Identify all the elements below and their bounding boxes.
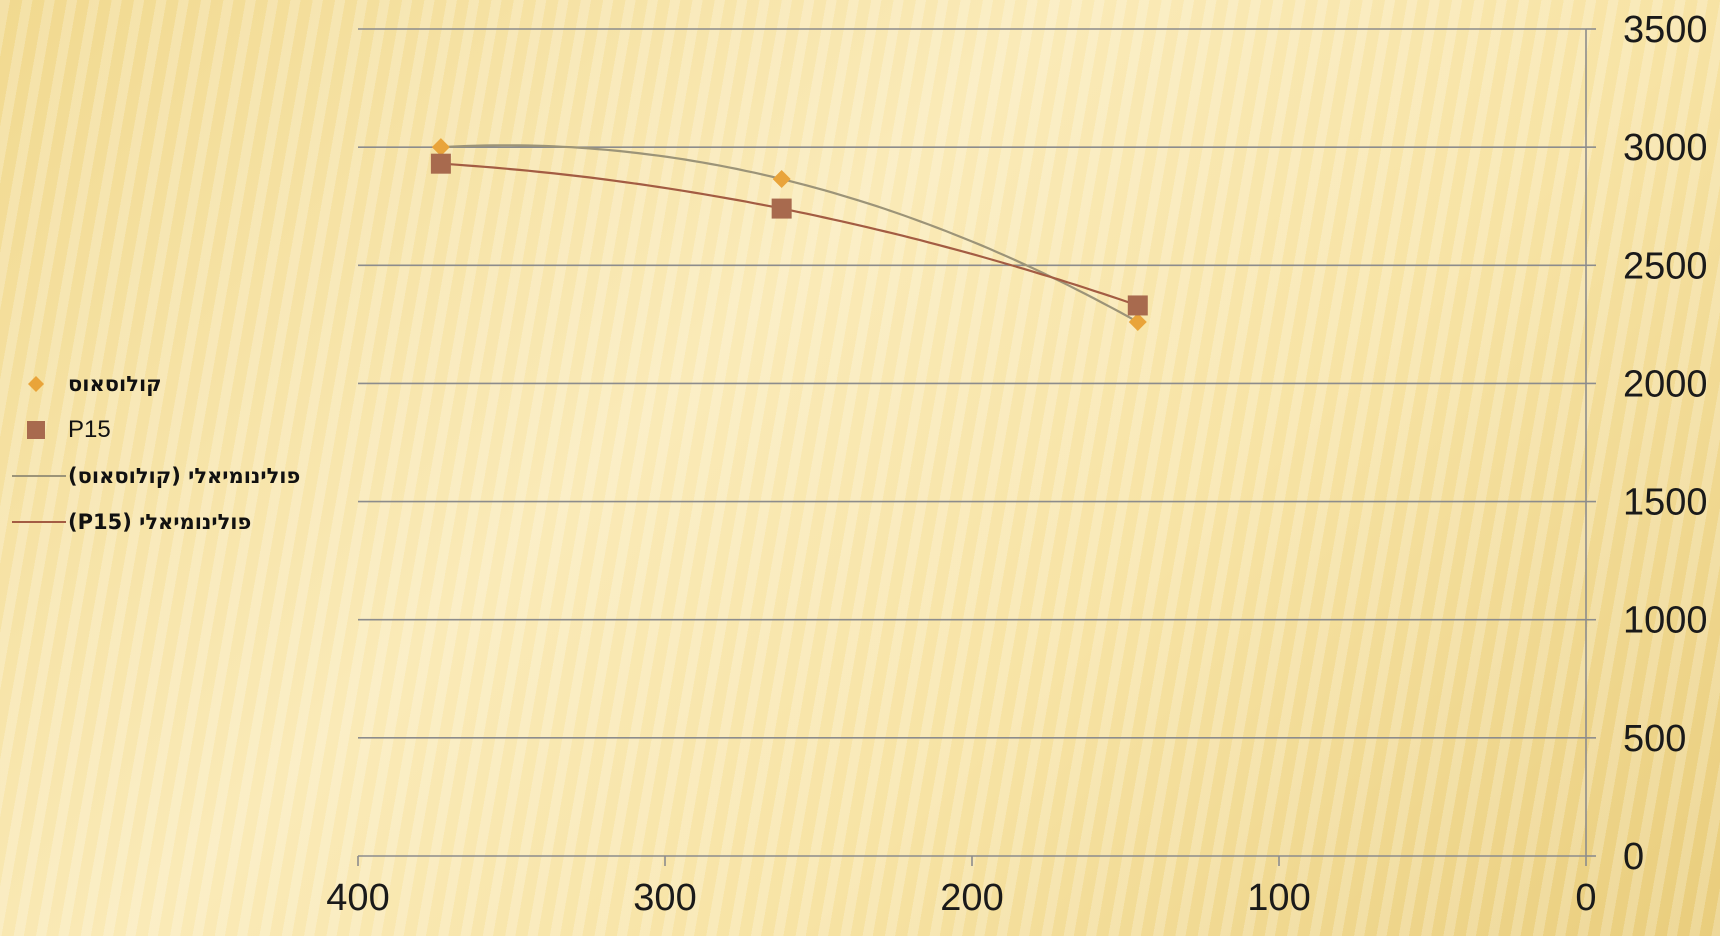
x-tick-label: 100 xyxy=(1247,877,1310,919)
y-tick-label: 1000 xyxy=(1623,600,1708,642)
y-tick-label: 500 xyxy=(1623,718,1686,760)
data-point-diamond xyxy=(772,170,791,189)
legend-item-colossus: קולוסאוס xyxy=(0,370,300,416)
y-tick-label: 0 xyxy=(1623,836,1644,878)
data-point-diamond xyxy=(1128,312,1147,331)
y-tick-label: 2500 xyxy=(1623,245,1708,287)
x-tick-label: 0 xyxy=(1575,877,1596,919)
chart-legend: קולוסאוס P15 פולינומיאלי (קולוסאוס) פולי… xyxy=(0,370,300,554)
data-point-square xyxy=(771,198,792,219)
data-point-square xyxy=(430,153,451,174)
trendline-line-icon xyxy=(12,521,66,523)
diamond-marker-icon xyxy=(28,376,44,392)
y-tick-label: 1500 xyxy=(1623,482,1708,524)
trendline-1 xyxy=(440,162,1139,307)
y-tick-label: 3000 xyxy=(1623,127,1708,169)
trendline-line-icon xyxy=(12,475,66,477)
legend-item-poly-p15: פולינומיאלי (P15) xyxy=(0,508,300,554)
x-tick-label: 200 xyxy=(940,877,1003,919)
legend-label-colossus: קולוסאוס xyxy=(68,372,162,396)
x-tick-label: 400 xyxy=(326,877,389,919)
legend-item-poly-colossus: פולינומיאלי (קולוסאוס) xyxy=(0,462,300,508)
legend-label-poly-colossus: פולינומיאלי (קולוסאוס) xyxy=(68,464,301,488)
y-tick-label: 2000 xyxy=(1623,363,1708,405)
legend-label-p15: P15 xyxy=(68,416,111,443)
square-marker-icon xyxy=(27,421,45,439)
legend-item-p15: P15 xyxy=(0,416,300,462)
y-tick-label: 3500 xyxy=(1623,9,1708,51)
data-point-diamond xyxy=(431,138,450,157)
x-tick-label: 300 xyxy=(633,877,696,919)
legend-label-poly-p15: פולינומיאלי (P15) xyxy=(68,510,252,534)
trendline-0 xyxy=(440,144,1139,323)
data-point-square xyxy=(1127,295,1148,316)
